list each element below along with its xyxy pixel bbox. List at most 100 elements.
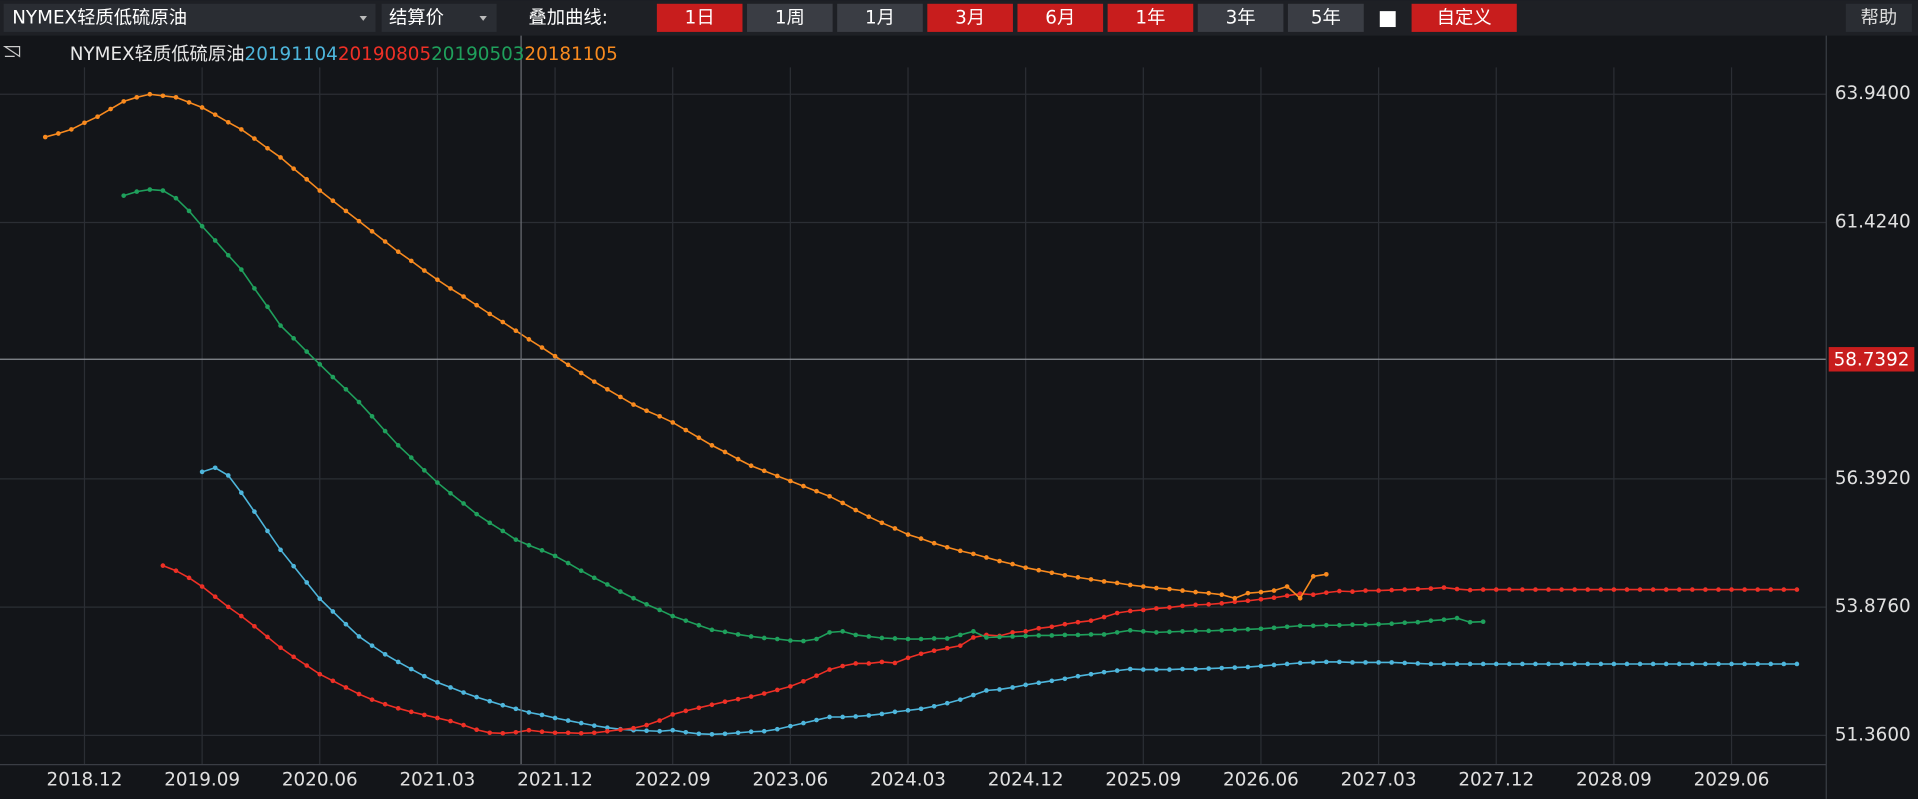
data-point: [1624, 661, 1630, 667]
data-point: [1140, 607, 1146, 613]
data-point: [957, 548, 963, 554]
x-tick-label: 2021.12: [517, 770, 593, 791]
data-point: [1363, 622, 1368, 628]
x-tick-label: 2024.12: [988, 770, 1064, 791]
data-point: [474, 727, 479, 733]
data-point: [709, 443, 715, 448]
data-point: [487, 311, 493, 317]
data-point: [1520, 661, 1525, 667]
range-button[interactable]: [1107, 3, 1194, 32]
data-point: [1323, 590, 1329, 595]
data-point: [788, 684, 793, 689]
data-point: [670, 420, 676, 425]
data-point: [605, 728, 610, 734]
x-tick-label: 2026.06: [1223, 770, 1299, 791]
data-point: [461, 294, 466, 299]
data-point: [644, 602, 649, 607]
data-point: [866, 514, 872, 520]
y-tick-label: 51.3600: [1835, 724, 1911, 745]
range-button[interactable]: [656, 3, 743, 32]
range-button[interactable]: [1197, 3, 1284, 32]
data-point: [1454, 586, 1460, 592]
data-point: [291, 563, 296, 569]
data-point: [1049, 633, 1055, 638]
data-point: [1232, 595, 1238, 601]
data-point: [56, 131, 61, 136]
data-point: [1101, 579, 1107, 584]
data-point: [1768, 587, 1774, 592]
custom-button[interactable]: [1411, 3, 1517, 32]
data-point: [1546, 661, 1551, 667]
data-point: [474, 511, 479, 517]
data-point: [1114, 668, 1120, 673]
data-point: [395, 705, 401, 711]
price-type-dropdown[interactable]: [381, 3, 497, 32]
x-tick-label: 2021.03: [400, 770, 476, 791]
data-point: [892, 636, 898, 641]
data-point: [984, 555, 989, 560]
data-point: [1637, 587, 1643, 592]
data-point: [1010, 561, 1015, 567]
data-point: [1441, 585, 1447, 590]
data-point: [631, 402, 636, 407]
data-point: [513, 729, 519, 735]
range-button[interactable]: [837, 3, 923, 32]
data-point: [644, 408, 649, 414]
data-point: [160, 93, 166, 99]
data-point: [422, 673, 427, 679]
checkbox[interactable]: [1379, 11, 1396, 28]
data-point: [1337, 659, 1342, 665]
data-point: [199, 469, 205, 475]
plot: 51.3600 53.8760 56.3920 61.4240 63.9400 2018.…: [0, 67, 1915, 791]
data-point: [605, 582, 610, 587]
data-point: [879, 711, 885, 717]
legend-entry: 20191104: [245, 44, 338, 65]
data-point: [1310, 574, 1316, 579]
data-point: [69, 127, 74, 132]
data-point: [997, 634, 1002, 640]
data-point: [1036, 680, 1042, 686]
data-point: [984, 688, 989, 693]
dropdown-arrow: [479, 16, 487, 21]
data-point: [225, 604, 231, 610]
data-point: [1232, 599, 1238, 605]
help-button[interactable]: [1845, 3, 1912, 32]
data-point: [278, 645, 283, 651]
data-point: [644, 728, 649, 734]
data-point: [304, 177, 310, 182]
range-button[interactable]: [1287, 3, 1364, 32]
data-point: [696, 731, 702, 737]
data-point: [748, 729, 754, 735]
data-point: [422, 468, 427, 473]
range-buttons: 1日 1周 1月 3月 6月 1年 3年 5年: [656, 3, 1364, 32]
data-point: [1049, 624, 1055, 630]
data-point: [905, 655, 911, 661]
data-point: [539, 548, 545, 553]
data-point: [565, 730, 571, 736]
data-point: [1219, 601, 1225, 606]
data-point: [330, 678, 336, 684]
data-point: [1245, 590, 1251, 596]
data-point: [1010, 630, 1015, 635]
data-point: [1454, 615, 1460, 621]
data-point: [1506, 661, 1512, 667]
data-point: [565, 718, 571, 723]
instrument-dropdown[interactable]: [3, 3, 376, 32]
range-button[interactable]: [747, 3, 833, 32]
data-point: [552, 353, 558, 359]
data-point: [369, 643, 375, 648]
data-point: [1650, 587, 1656, 592]
data-point: [1023, 629, 1028, 634]
data-point: [1755, 587, 1761, 592]
x-tick-label: 2027.12: [1458, 770, 1534, 791]
data-point: [343, 386, 349, 392]
range-button[interactable]: [1017, 3, 1104, 32]
x-tick-label: 2018.12: [47, 770, 123, 791]
data-point: [1402, 620, 1408, 626]
data-point: [435, 480, 440, 485]
data-point: [1376, 588, 1381, 593]
range-label: 1日: [685, 7, 715, 28]
range-button[interactable]: [927, 3, 1013, 32]
data-point: [1167, 667, 1172, 672]
